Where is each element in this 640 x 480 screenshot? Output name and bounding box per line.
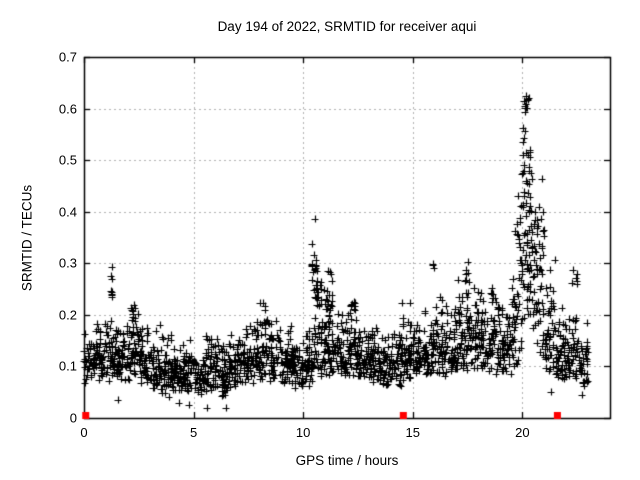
x-tick-label: 0 xyxy=(80,425,88,440)
x-tick-label: 15 xyxy=(405,425,420,440)
x-tick-label: 10 xyxy=(295,425,311,440)
y-tick-label: 0.3 xyxy=(58,255,77,271)
x-axis-label: GPS time / hours xyxy=(295,453,399,468)
y-tick-label: 0 xyxy=(69,410,77,426)
x-tick-label: 5 xyxy=(189,425,198,440)
y-tick-label: 0.7 xyxy=(58,49,77,65)
y-tick-label: 0.6 xyxy=(58,101,77,117)
chart-title: Day 194 of 2022, SRMTID for receiver aqu… xyxy=(217,19,477,34)
y-axis-label: SRMTID / TECUs xyxy=(19,184,35,292)
y-tick-label: 0.1 xyxy=(58,358,77,374)
x-tick-label: 20 xyxy=(515,425,530,440)
y-tick-label: 0.4 xyxy=(58,204,77,220)
y-tick-label: 0.5 xyxy=(58,152,77,168)
y-tick-label: 0.2 xyxy=(58,307,77,323)
